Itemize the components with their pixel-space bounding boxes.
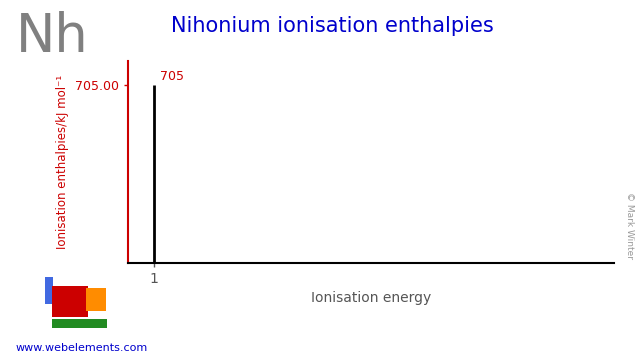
Y-axis label: Ionisation enthalpies/kJ mol⁻¹: Ionisation enthalpies/kJ mol⁻¹ xyxy=(56,75,69,249)
Text: © Mark Winter: © Mark Winter xyxy=(625,192,634,259)
Text: www.webelements.com: www.webelements.com xyxy=(16,343,148,353)
X-axis label: Ionisation energy: Ionisation energy xyxy=(311,291,431,305)
Text: 705: 705 xyxy=(160,70,184,83)
Text: Nh: Nh xyxy=(16,11,89,63)
Text: Nihonium ionisation enthalpies: Nihonium ionisation enthalpies xyxy=(172,16,494,36)
